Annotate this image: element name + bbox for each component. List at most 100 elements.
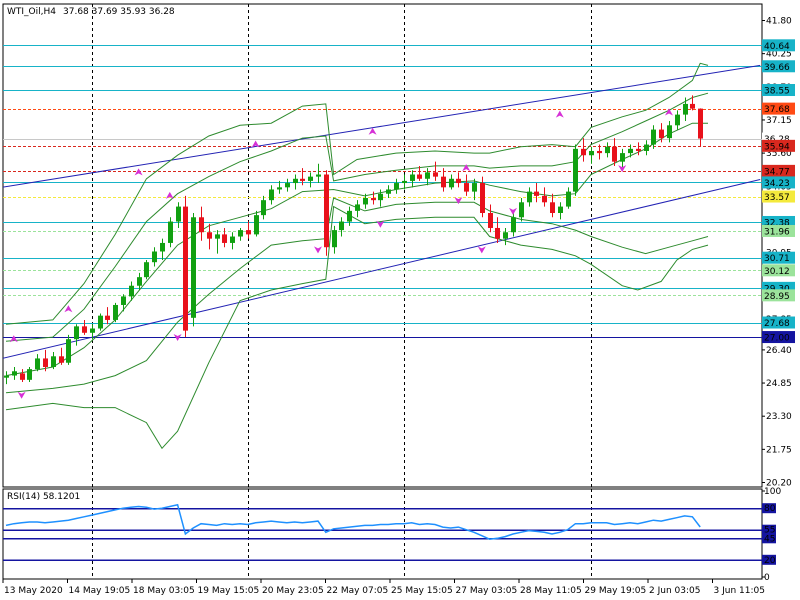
- candle-42: [332, 225, 337, 254]
- candle-14: [113, 302, 118, 323]
- candle-47: [371, 191, 376, 205]
- candle-body-48: [378, 193, 383, 201]
- candle-body-70: [550, 202, 555, 213]
- candle-10: [82, 319, 87, 335]
- x-tick-label-10: 2 Jun 03:05: [649, 586, 700, 596]
- fractal-up-6: [462, 164, 471, 172]
- candle-1: [12, 367, 17, 380]
- level-tag-bg-0: [762, 39, 795, 52]
- candle-25: [199, 206, 204, 241]
- x-tick-label-8: 28 May 11:05: [520, 586, 582, 596]
- candle-72: [566, 187, 571, 209]
- candle-30: [238, 227, 243, 241]
- bollinger-outer-lower: [5, 205, 709, 450]
- candle-body-41: [324, 174, 329, 248]
- candle-body-59: [464, 183, 469, 192]
- rsi-panel: [2, 488, 763, 580]
- level-lines: [3, 45, 762, 338]
- candle-body-27: [215, 234, 220, 239]
- candle-38: [300, 168, 305, 186]
- candle-53: [417, 165, 422, 181]
- candle-body-58: [456, 178, 461, 184]
- bollinger-outer-upper: [5, 62, 709, 325]
- x-tick-label-9: 29 May 19:05: [585, 586, 647, 596]
- candle-84: [659, 123, 664, 143]
- candle-75: [589, 146, 594, 164]
- candle-body-40: [316, 174, 321, 177]
- level-tag-bg-1: [762, 60, 795, 73]
- x-tick-label-6: 25 May 15:05: [391, 586, 453, 596]
- candle-68: [534, 183, 539, 203]
- candle-body-77: [605, 146, 610, 154]
- candle-body-61: [480, 183, 485, 213]
- x-tick-label-0: 13 May 2020: [4, 586, 63, 596]
- fractal-up-2: [134, 168, 143, 176]
- candle-13: [105, 307, 110, 325]
- rsi-label: RSI(14) 58.1201: [7, 492, 80, 502]
- candle-76: [597, 144, 602, 160]
- candle-body-8: [66, 339, 71, 363]
- level-tag-12: 30.12: [764, 267, 790, 277]
- candle-86: [675, 110, 680, 130]
- fractal-down-4: [454, 197, 463, 205]
- candle-body-53: [417, 174, 422, 179]
- candle-body-55: [433, 172, 438, 177]
- y-tick-label-1: 40.25: [766, 50, 792, 60]
- rsi-tick-bg-2: [762, 524, 776, 535]
- level-tag-bg-8: [762, 190, 795, 203]
- candle-70: [550, 193, 555, 218]
- rsi-indicator: [3, 503, 762, 562]
- x-tick-label-4: 20 May 23:05: [262, 586, 324, 596]
- level-tag-bg-6: [762, 164, 795, 177]
- candle-3: [27, 367, 32, 382]
- fractal-markers: [9, 108, 673, 399]
- candle-87: [683, 97, 688, 122]
- candle-body-84: [659, 129, 664, 139]
- candle-20: [160, 238, 165, 261]
- rsi-tick-label-4: 20: [764, 556, 776, 566]
- candle-body-82: [644, 144, 649, 151]
- y-tick-label-13: 21.75: [766, 445, 792, 455]
- candle-64: [503, 227, 508, 246]
- candle-body-78: [612, 146, 617, 162]
- trend-channel: [3, 64, 761, 359]
- level-tag-bg-11: [762, 251, 795, 264]
- rsi-tick-label-1: 80: [764, 504, 776, 514]
- fractal-up-1: [64, 305, 73, 313]
- candle-45: [355, 200, 360, 218]
- rsi-tick-label-3: 45: [764, 534, 775, 544]
- candle-65: [511, 213, 516, 237]
- candle-body-65: [511, 217, 516, 233]
- candle-40: [316, 163, 321, 184]
- candle-body-85: [667, 125, 672, 139]
- candle-body-51: [402, 180, 407, 184]
- candle-body-28: [222, 234, 227, 243]
- candle-12: [98, 313, 103, 331]
- y-tick-label-3: 37.15: [766, 116, 792, 126]
- fractal-down-0: [17, 391, 26, 399]
- candle-44: [347, 206, 352, 226]
- candle-66: [519, 198, 524, 222]
- candle-body-68: [534, 191, 539, 196]
- candle-29: [230, 232, 235, 250]
- candle-57: [449, 174, 454, 190]
- candle-body-16: [129, 285, 134, 297]
- candle-body-75: [589, 150, 594, 156]
- candle-body-49: [386, 189, 391, 194]
- level-tag-2: 38.55: [764, 87, 790, 97]
- candle-body-14: [113, 304, 118, 320]
- candle-77: [605, 142, 610, 158]
- candle-85: [667, 121, 672, 143]
- y-tick-label-14: 20.20: [766, 479, 792, 489]
- candle-73: [573, 144, 578, 196]
- level-tag-bg-2: [762, 84, 795, 97]
- candle-body-86: [675, 114, 680, 126]
- candle-56: [441, 168, 446, 192]
- candle-body-17: [137, 277, 142, 286]
- candle-80: [628, 144, 633, 158]
- fractal-down-7: [618, 165, 627, 173]
- candle-18: [144, 260, 149, 280]
- candle-body-32: [254, 215, 259, 235]
